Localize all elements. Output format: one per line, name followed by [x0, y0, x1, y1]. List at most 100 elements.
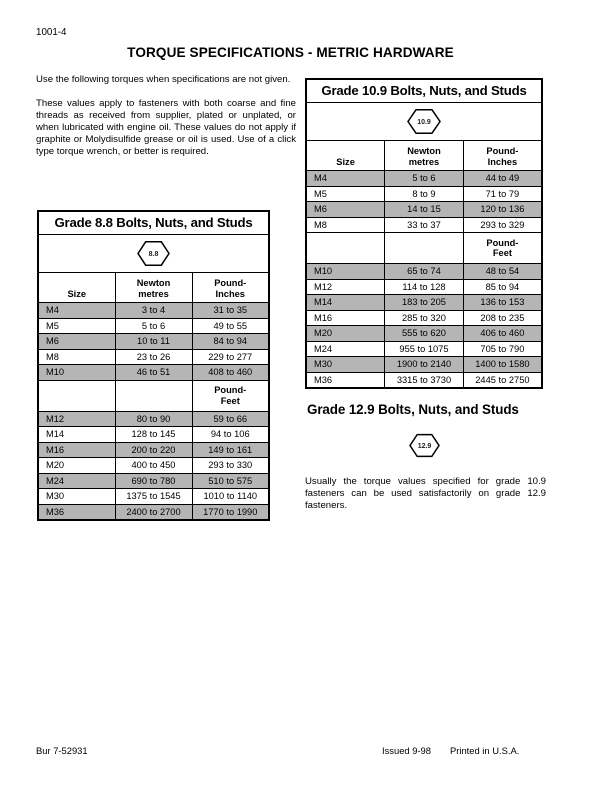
newton-metres-cell: 46 to 51	[114, 364, 193, 381]
table-row: M20 555 to 620 406 to 460	[305, 325, 543, 342]
imperial-cell: 229 to 277	[191, 348, 270, 365]
imperial-cell: 208 to 235	[462, 309, 543, 326]
table-row: M8 33 to 37 293 to 329	[305, 216, 543, 233]
column-header-newton: Newton metres	[384, 140, 464, 171]
size-cell: M12	[37, 410, 116, 427]
size-cell: M30	[305, 356, 386, 373]
newton-metres-cell: 80 to 90	[114, 410, 193, 427]
hex-nut-grade-icon: 8.8	[137, 241, 170, 266]
column-header-imperial: Pound- Inches	[462, 140, 543, 171]
svg-text:12.9: 12.9	[417, 443, 431, 450]
imperial-cell: 49 to 55	[191, 317, 270, 334]
empty-cell	[37, 379, 116, 412]
size-cell: M20	[305, 325, 386, 342]
newton-metres-cell: 200 to 220	[114, 441, 193, 458]
size-cell: M24	[37, 472, 116, 489]
page-number: 1001-4	[36, 27, 67, 38]
size-cell: M24	[305, 340, 386, 357]
imperial-cell: 510 to 575	[191, 472, 270, 489]
grade-marking-row: 8.8	[37, 234, 270, 273]
imperial-cell: 293 to 329	[462, 216, 543, 233]
imperial-cell: 120 to 136	[462, 201, 543, 218]
table-row: M4 5 to 6 44 to 49	[305, 170, 543, 187]
table-row: M6 14 to 15 120 to 136	[305, 201, 543, 218]
table-row: M16 200 to 220 149 to 161	[37, 441, 270, 458]
newton-metres-cell: 690 to 780	[114, 472, 193, 489]
grade-marking-row: 10.9	[305, 102, 543, 141]
grade-12-9-note: Usually the torque values specified for …	[305, 476, 546, 511]
table-row: M4 3 to 4 31 to 35	[37, 302, 270, 319]
newton-metres-cell: 8 to 9	[384, 185, 464, 202]
size-cell: M10	[37, 364, 116, 381]
newton-metres-cell: 14 to 15	[384, 201, 464, 218]
table-row: M24 955 to 1075 705 to 790	[305, 340, 543, 357]
column-header-row: Size Newton metres Pound- Inches	[37, 272, 270, 303]
imperial-cell: 1770 to 1990	[191, 503, 270, 521]
table-row: M14 128 to 145 94 to 106	[37, 426, 270, 443]
newton-metres-cell: 1375 to 1545	[114, 488, 193, 505]
imperial-cell: 408 to 460	[191, 364, 270, 381]
grade-12-9-heading: Grade 12.9 Bolts, Nuts, and Studs	[307, 402, 519, 417]
table-row: M30 1375 to 1545 1010 to 1140	[37, 488, 270, 505]
table-title: Grade 10.9 Bolts, Nuts, and Studs	[305, 78, 543, 103]
grade-12-9-marking: 12.9	[305, 433, 543, 458]
column-header-size: Size	[305, 140, 386, 171]
empty-cell	[114, 379, 193, 412]
table-row: M20 400 to 450 293 to 330	[37, 457, 270, 474]
svg-text:8.8: 8.8	[149, 251, 159, 258]
size-cell: M16	[37, 441, 116, 458]
imperial-cell: 94 to 106	[191, 426, 270, 443]
imperial-cell: 44 to 49	[462, 170, 543, 187]
imperial-cell: 1010 to 1140	[191, 488, 270, 505]
newton-metres-cell: 1900 to 2140	[384, 356, 464, 373]
footer-issued-date: Issued 9-98	[382, 745, 431, 756]
imperial-cell: 149 to 161	[191, 441, 270, 458]
table-row: M12 80 to 90 59 to 66	[37, 410, 270, 427]
size-cell: M6	[305, 201, 386, 218]
empty-cell	[305, 232, 386, 264]
table-row: M16 285 to 320 208 to 235	[305, 309, 543, 326]
intro-text-block: Use the following torques when specifica…	[36, 74, 296, 170]
size-cell: M10	[305, 263, 386, 280]
size-cell: M6	[37, 333, 116, 350]
unit-subheader-row: Pound- Feet	[305, 232, 543, 264]
table-row: M5 5 to 6 49 to 55	[37, 317, 270, 334]
newton-metres-cell: 955 to 1075	[384, 340, 464, 357]
size-cell: M12	[305, 278, 386, 295]
size-cell: M4	[37, 302, 116, 319]
table-title-row: Grade 8.8 Bolts, Nuts, and Studs	[37, 210, 270, 235]
intro-paragraph: Use the following torques when specifica…	[36, 74, 291, 85]
imperial-cell: 136 to 153	[462, 294, 543, 311]
size-cell: M14	[305, 294, 386, 311]
newton-metres-cell: 3315 to 3730	[384, 371, 464, 389]
table-title: Grade 8.8 Bolts, Nuts, and Studs	[37, 210, 270, 235]
imperial-cell: 705 to 790	[462, 340, 543, 357]
table-row: M36 3315 to 3730 2445 to 2750	[305, 371, 543, 389]
footer-printed-in: Printed in U.S.A.	[450, 745, 520, 756]
size-cell: M30	[37, 488, 116, 505]
size-cell: M5	[37, 317, 116, 334]
table-title-row: Grade 10.9 Bolts, Nuts, and Studs	[305, 78, 543, 103]
unit-subheader-label: Pound- Feet	[462, 232, 543, 264]
column-header-size: Size	[37, 272, 116, 303]
size-cell: M16	[305, 309, 386, 326]
imperial-cell: 293 to 330	[191, 457, 270, 474]
imperial-cell: 406 to 460	[462, 325, 543, 342]
grade-marking-cell: 8.8	[37, 234, 270, 273]
newton-metres-cell: 2400 to 2700	[114, 503, 193, 521]
table-row: M10 65 to 74 48 to 54	[305, 263, 543, 280]
size-cell: M36	[305, 371, 386, 389]
table-row: M5 8 to 9 71 to 79	[305, 185, 543, 202]
table-row: M30 1900 to 2140 1400 to 1580	[305, 356, 543, 373]
imperial-cell: 59 to 66	[191, 410, 270, 427]
table-row: M10 46 to 51 408 to 460	[37, 364, 270, 381]
unit-subheader-row: Pound- Feet	[37, 379, 270, 412]
empty-cell	[384, 232, 464, 264]
newton-metres-cell: 33 to 37	[384, 216, 464, 233]
imperial-cell: 71 to 79	[462, 185, 543, 202]
table-row: M24 690 to 780 510 to 575	[37, 472, 270, 489]
page-title: TORQUE SPECIFICATIONS - METRIC HARDWARE	[127, 45, 454, 60]
size-cell: M5	[305, 185, 386, 202]
size-cell: M14	[37, 426, 116, 443]
imperial-cell: 2445 to 2750	[462, 371, 543, 389]
